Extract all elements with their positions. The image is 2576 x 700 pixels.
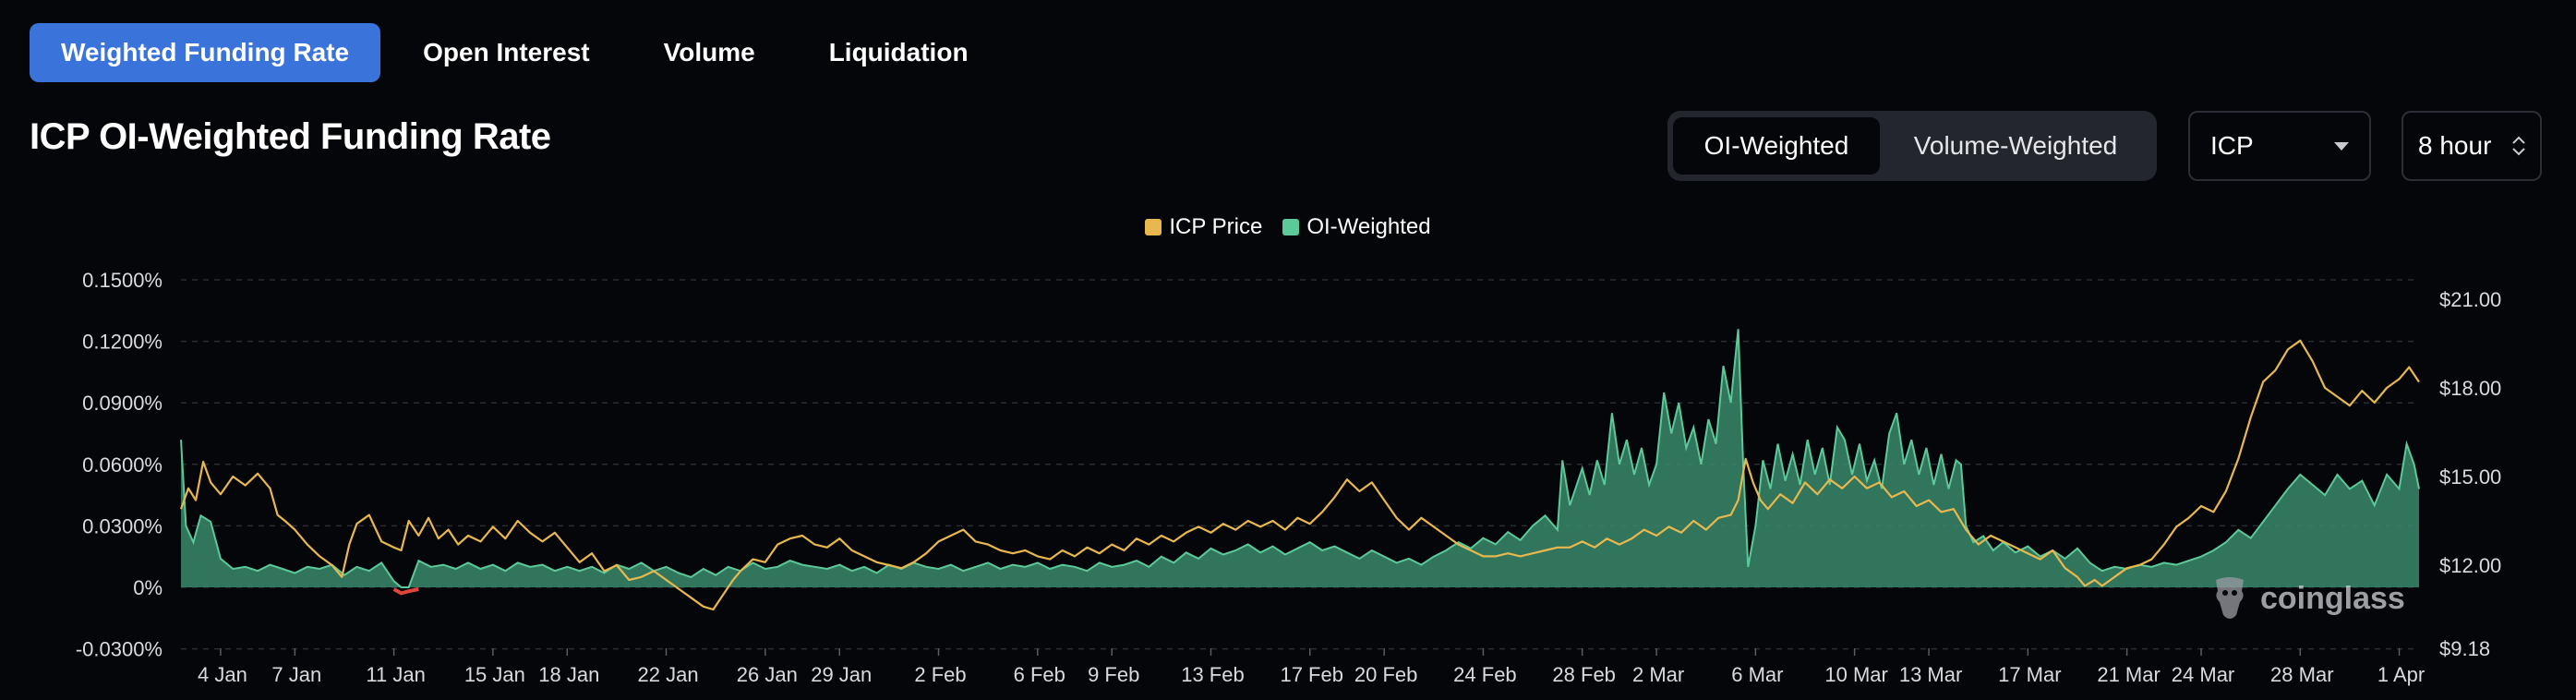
- funding-rate-negative-line: [392, 587, 419, 596]
- metric-tabs: Weighted Funding Rate Open Interest Volu…: [30, 23, 1000, 82]
- coinglass-logo-icon: [2216, 577, 2244, 619]
- volume-weighted-button[interactable]: Volume-Weighted: [1913, 131, 2118, 160]
- left-axis-ticks: 0.1500% 0.1200% 0.0900% 0.0600% 0.0300% 0% -0.…: [76, 269, 163, 661]
- interval-select-value: 8 hour: [2418, 131, 2492, 160]
- x-tick-label: 11 Jan: [366, 663, 425, 686]
- up-down-arrows-icon: [2512, 136, 2525, 156]
- x-tick-label: 13 Feb: [1181, 663, 1245, 686]
- coinglass-logo: coinglass: [2209, 574, 2405, 622]
- right-tick-label: $18.00: [2439, 377, 2501, 400]
- legend-swatch-funding: [1282, 219, 1300, 235]
- x-tick-label: 24 Feb: [1453, 663, 1517, 686]
- funding-rate-line: [180, 329, 2420, 588]
- right-axis-ticks: $21.00 $18.00 $15.00 $12.00 $9.18: [2439, 288, 2501, 660]
- left-tick-label: 0.0600%: [82, 453, 163, 477]
- tab-open-interest[interactable]: Open Interest: [423, 38, 590, 66]
- legend-label-funding: OI-Weighted: [1306, 214, 1431, 239]
- x-tick-label: 7 Jan: [271, 663, 321, 686]
- x-tick-label: 2 Feb: [914, 663, 966, 686]
- x-tick-label: 17 Mar: [1998, 663, 2061, 686]
- chevron-down-icon: [2334, 141, 2349, 151]
- x-tick-label: 28 Feb: [1552, 663, 1616, 686]
- x-tick-label: 1 Apr: [2377, 663, 2425, 686]
- tab-liquidation[interactable]: Liquidation: [828, 38, 969, 66]
- x-tick-label: 2 Mar: [1632, 663, 1684, 686]
- left-tick-label: 0.0900%: [82, 392, 163, 415]
- x-tick-label: 24 Mar: [2172, 663, 2234, 686]
- x-tick-label: 6 Mar: [1731, 663, 1783, 686]
- legend-label-price: ICP Price: [1169, 214, 1263, 239]
- page-title: ICP OI-Weighted Funding Rate: [30, 116, 551, 157]
- x-tick-label: 18 Jan: [538, 663, 599, 686]
- grid-lines: [181, 279, 2419, 650]
- x-tick-label: 13 Mar: [1899, 663, 1962, 686]
- right-tick-label: $9.18: [2439, 637, 2490, 660]
- x-tick-label: 15 Jan: [464, 663, 525, 686]
- left-tick-label: 0.1500%: [82, 269, 163, 292]
- x-tick-label: 20 Feb: [1354, 663, 1418, 686]
- left-tick-label: 0%: [133, 576, 163, 599]
- x-tick-label: 4 Jan: [198, 663, 247, 686]
- legend-swatch-price: [1145, 219, 1162, 235]
- x-tick-label: 26 Jan: [737, 663, 798, 686]
- x-tick-label: 9 Feb: [1088, 663, 1139, 686]
- right-tick-label: $15.00: [2439, 465, 2501, 489]
- x-tick-label: 6 Feb: [1014, 663, 1065, 686]
- x-tick-label: 28 Mar: [2270, 663, 2333, 686]
- x-axis-ticks: 4 Jan 7 Jan 11 Jan 15 Jan 18 Jan 22 Jan 26 Jan…: [198, 648, 2425, 686]
- funding-rate-area: [181, 329, 2419, 587]
- legend-item-oi-weighted[interactable]: OI-Weighted: [1282, 214, 1431, 240]
- right-tick-label: $21.00: [2439, 288, 2501, 311]
- x-tick-label: 22 Jan: [638, 663, 699, 686]
- right-tick-label: $12.00: [2439, 554, 2501, 577]
- legend-item-icp-price[interactable]: ICP Price: [1145, 214, 1262, 240]
- x-tick-label: 10 Mar: [1824, 663, 1887, 686]
- left-tick-label: 0.0300%: [82, 514, 163, 537]
- x-tick-label: 21 Mar: [2097, 663, 2160, 686]
- x-tick-label: 17 Feb: [1280, 663, 1343, 686]
- coinglass-logo-text: coinglass: [2260, 580, 2405, 616]
- tab-volume[interactable]: Volume: [663, 38, 755, 66]
- icp-price-line: [179, 339, 2420, 611]
- x-tick-label: 29 Jan: [811, 663, 872, 686]
- left-tick-label: 0.1200%: [82, 331, 163, 354]
- tab-weighted-funding-rate[interactable]: Weighted Funding Rate: [30, 23, 381, 82]
- weighting-toggle: OI-Weighted Volume-Weighted: [1667, 111, 2157, 181]
- interval-select[interactable]: 8 hour: [2401, 111, 2542, 181]
- oi-weighted-button[interactable]: OI-Weighted: [1673, 117, 1880, 175]
- coin-select[interactable]: ICP: [2188, 111, 2371, 181]
- chart-legend: ICP Price OI-Weighted: [0, 214, 2576, 240]
- coin-select-value: ICP: [2210, 131, 2254, 160]
- left-tick-label: -0.0300%: [76, 638, 163, 661]
